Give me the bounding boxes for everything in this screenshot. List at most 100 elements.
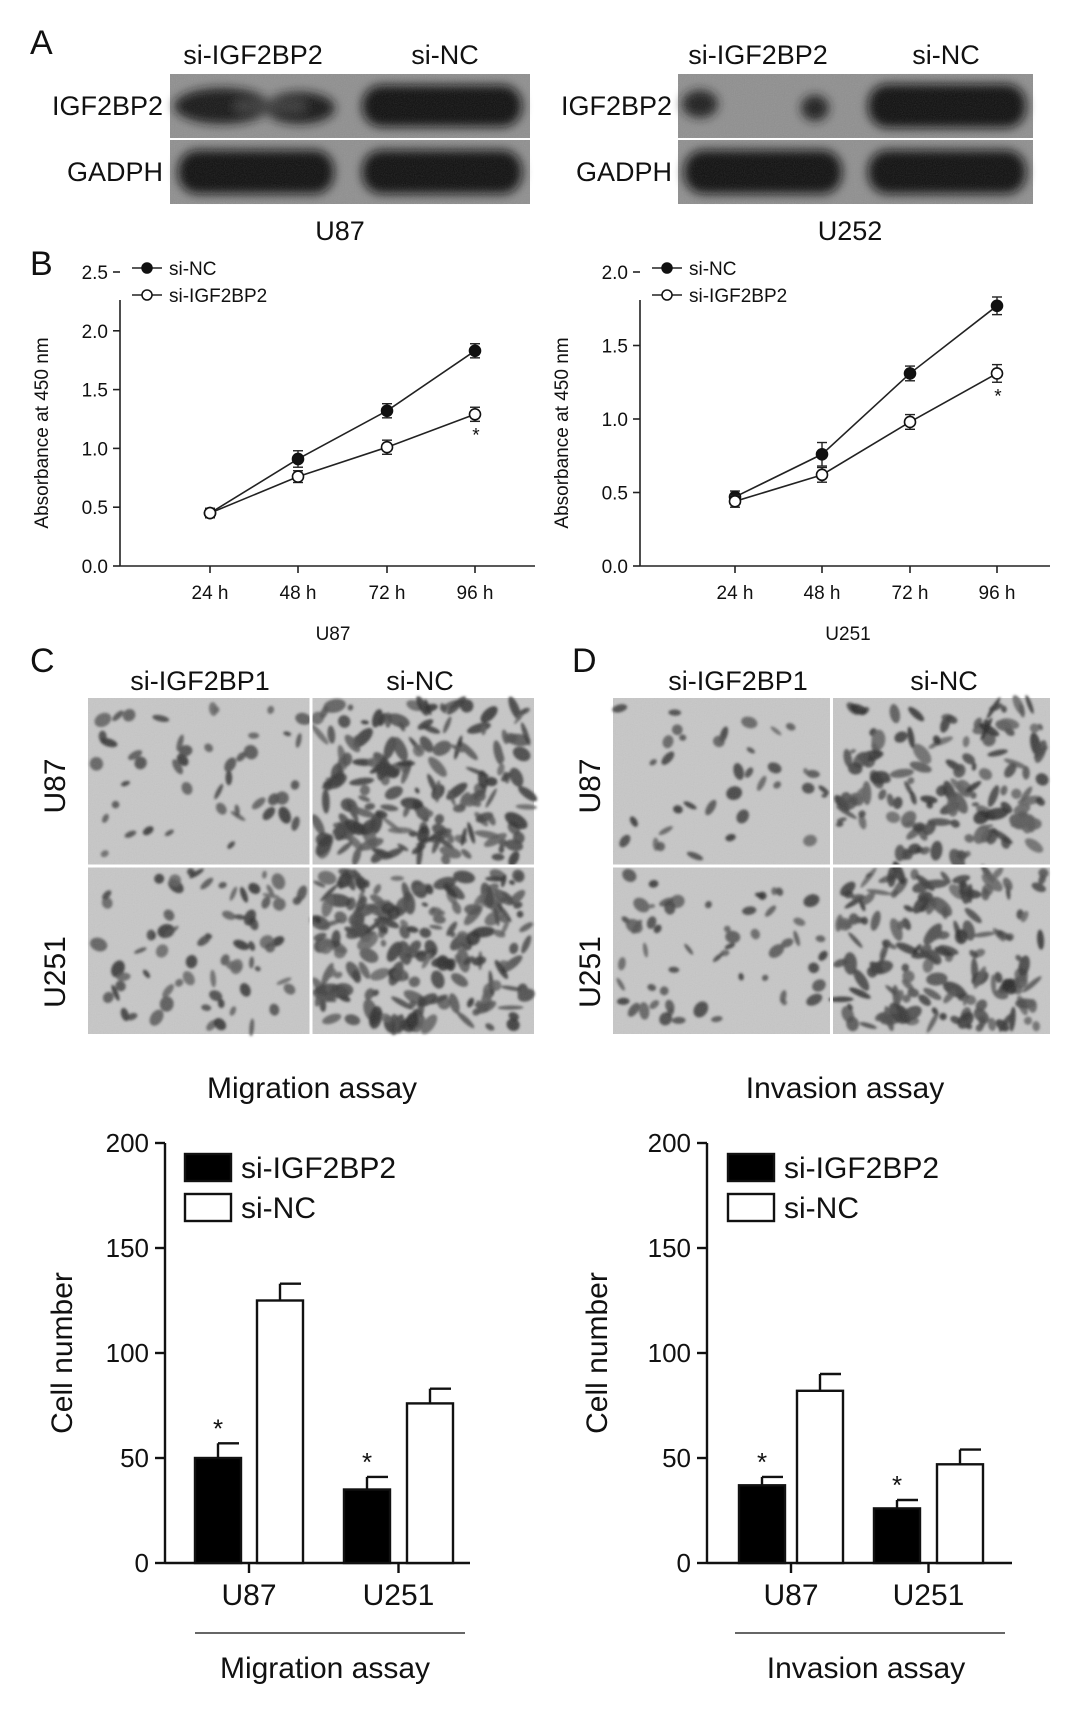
column-label-si-igf2bp1: si-IGF2BP1 <box>668 666 808 696</box>
row-label-igf2bp2: IGF2BP2 <box>52 91 163 121</box>
y-axis-label: Cell number <box>46 1272 79 1434</box>
y-tick-label: 200 <box>106 1128 149 1158</box>
bar-chart-migration: Cell number Migration assay 0 50 100 150 200… <box>46 1128 470 1685</box>
row-label-igf2bp2: IGF2BP2 <box>561 91 672 121</box>
blot-cell-line-label: U87 <box>315 216 365 246</box>
row-label-gadph: GADPH <box>67 157 163 187</box>
x-tick-label: U251 <box>363 1579 435 1612</box>
data-point <box>468 407 482 421</box>
legend-swatch <box>726 1152 776 1183</box>
x-tick-label: 96 h <box>979 583 1016 604</box>
y-tick-label: 100 <box>106 1338 149 1368</box>
legend-label: si-NC <box>784 1192 859 1225</box>
column-label-si-nc: si-NC <box>386 666 454 696</box>
series-layer <box>203 343 482 520</box>
legend: si-IGF2BP2 si-NC <box>183 1152 396 1225</box>
y-tick-label: 2.0 <box>82 322 108 343</box>
micrograph-tiles <box>612 695 1050 1034</box>
x-tick-label: U251 <box>893 1579 965 1612</box>
y-tick-label: 1.5 <box>82 381 108 402</box>
y-tick-label: 0 <box>677 1548 691 1578</box>
micrograph-texture <box>613 698 832 866</box>
y-axis-label: Absorbance at 450 nm <box>32 337 53 528</box>
significance-marker: * <box>362 1447 372 1477</box>
bar <box>255 1299 305 1565</box>
blot-u87: si-IGF2BP2 si-NC IGF2BP2 GADPH U87 <box>52 40 530 246</box>
panel-label-b: B <box>30 245 53 283</box>
line-chart-u251: Absorbance at 450 nm U251 0.0 0.5 1.0 1.5 2.… <box>552 259 1050 645</box>
y-tick-label: 1.5 <box>602 337 628 358</box>
row-label-gadph: GADPH <box>576 157 672 187</box>
data-point <box>203 506 217 520</box>
x-tick-label: 24 h <box>192 583 229 604</box>
migration-micrographs: si-IGF2BP1 si-NC U87 U251 Migration assa… <box>39 666 538 1105</box>
panel-caption: Invasion assay <box>746 1072 944 1105</box>
x-ticks: 24 h 48 h 72 h 96 h <box>717 566 1016 604</box>
legend-marker <box>141 262 153 274</box>
y-ticks: 0 50 100 150 200 <box>648 1128 707 1578</box>
y-tick-label: 50 <box>662 1443 691 1473</box>
x-tick-label: 48 h <box>804 583 841 604</box>
y-tick-label: 0.5 <box>82 498 108 519</box>
blot-noise <box>170 74 530 138</box>
y-tick-label: 2.0 <box>602 263 628 284</box>
y-ticks: 0 50 100 150 200 <box>106 1128 165 1578</box>
y-tick-label: 1.0 <box>82 439 108 460</box>
micrograph-texture <box>88 698 311 866</box>
data-point <box>380 440 394 454</box>
significance-marker: * <box>892 1470 902 1500</box>
bar <box>342 1488 392 1565</box>
micrograph-texture <box>831 698 1050 866</box>
row-label-u251: U251 <box>39 936 72 1008</box>
series-layer <box>728 296 1004 508</box>
bars-layer: ** <box>737 1372 985 1565</box>
micrograph-texture <box>88 866 311 1034</box>
legend-label: si-NC <box>169 259 217 280</box>
column-label-si-nc: si-NC <box>910 666 978 696</box>
data-point <box>815 468 829 482</box>
blot-noise <box>170 140 530 204</box>
x-ticks: U87 U251 <box>221 1563 434 1612</box>
data-point <box>990 367 1004 380</box>
y-tick-label: 200 <box>648 1128 691 1158</box>
legend: si-IGF2BP2 si-NC <box>726 1152 939 1225</box>
bar <box>405 1402 455 1565</box>
data-point <box>291 470 305 483</box>
data-point <box>990 299 1004 313</box>
y-ticks: 0.0 0.5 1.0 1.5 2.0 2.5 <box>82 263 120 578</box>
y-tick-label: 100 <box>648 1338 691 1368</box>
series-line <box>734 305 998 498</box>
y-axis-label: Cell number <box>581 1272 614 1434</box>
bar <box>935 1463 985 1565</box>
legend-label: si-NC <box>689 259 737 280</box>
y-tick-label: 0.0 <box>602 557 628 578</box>
legend-label: si-IGF2BP2 <box>784 1152 939 1185</box>
y-axis-label: Absorbance at 450 nm <box>552 337 573 528</box>
y-tick-label: 150 <box>648 1233 691 1263</box>
lane-label-si-igf2bp2: si-IGF2BP2 <box>688 40 828 70</box>
significance-marker: * <box>757 1447 767 1477</box>
y-tick-label: 0.0 <box>82 557 108 578</box>
legend-label: si-IGF2BP2 <box>169 286 267 307</box>
y-tick-label: 0 <box>135 1548 149 1578</box>
legend-marker <box>661 289 673 301</box>
x-ticks: 24 h 48 h 72 h 96 h <box>192 566 493 604</box>
legend: si-NC si-IGF2BP2 <box>652 259 787 307</box>
y-ticks: 0.0 0.5 1.0 1.5 2.0 <box>602 263 640 578</box>
x-tick-label: U87 <box>221 1579 276 1612</box>
y-tick-label: 150 <box>106 1233 149 1263</box>
micrograph-texture <box>831 866 1050 1034</box>
panel-label-c: C <box>30 642 55 680</box>
series-line <box>209 413 476 514</box>
series-line <box>734 372 998 503</box>
blot-u252: si-IGF2BP2 si-NC IGF2BP2 GADPH U252 <box>561 40 1033 246</box>
x-tick-label: 72 h <box>892 583 929 604</box>
blot-noise <box>678 140 1033 204</box>
significance-marker: * <box>213 1413 223 1443</box>
bar <box>872 1507 922 1565</box>
panel-label-a: A <box>30 24 53 62</box>
group-label: Invasion assay <box>767 1652 965 1685</box>
y-tick-label: 2.5 <box>82 263 108 284</box>
y-tick-label: 1.0 <box>602 410 628 431</box>
